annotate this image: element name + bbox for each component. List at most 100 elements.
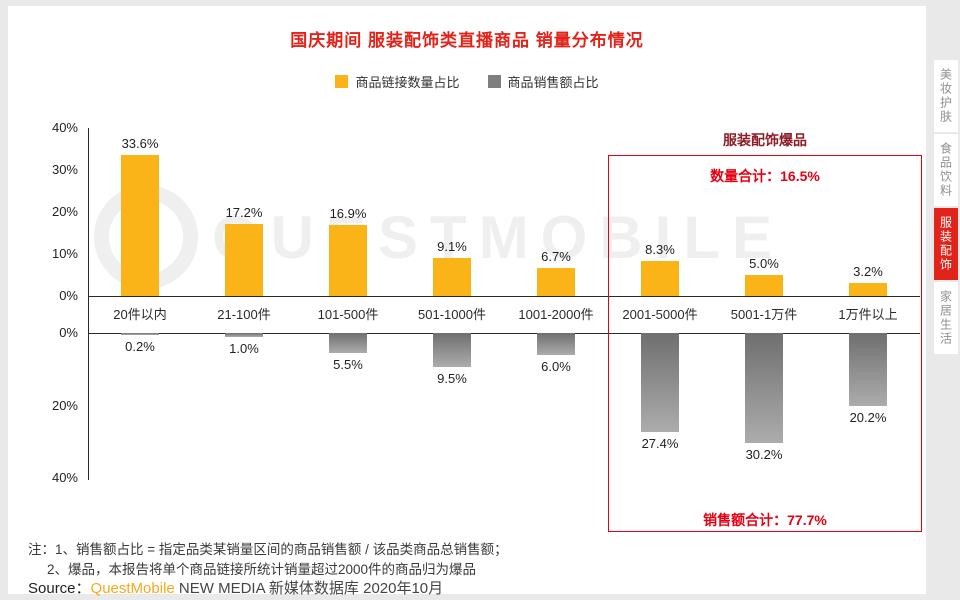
up-bar-area: 17.2% [192,126,296,296]
link-share-bar [121,154,159,296]
up-bar-area: 6.7% [504,126,608,296]
side-tab-active[interactable]: 服装配饰 [934,208,958,280]
link-share-bar [225,223,263,296]
upper-zero-baseline [88,296,920,297]
side-tab-item[interactable]: 美妆护肤 [934,60,958,132]
side-tab-item[interactable]: 家居生活 [934,282,958,354]
link-share-bar [849,282,887,296]
sales-share-bar [121,333,159,335]
sales-share-value: 1.0% [229,340,259,356]
y-tick-label: 40% [51,470,78,485]
y-tick-label: 20% [51,397,78,413]
bar-column: 5.0% 5001-1万件 30.2% [712,126,816,483]
sales-share-bar [225,333,263,337]
sales-share-value: 27.4% [641,436,679,452]
link-share-value: 5.0% [749,256,779,271]
down-bar-area: 20.2% [816,333,920,483]
y-tick-label: 0% [59,288,78,303]
link-share-value: 9.1% [437,238,467,254]
highlight-title: 服装配饰爆品 [723,132,807,148]
legend-swatch-gray-icon [487,75,501,88]
y-tick-label: 20% [51,204,78,219]
up-bar-area: 33.6% [88,126,192,296]
down-bar-area: 30.2% [712,333,816,483]
y-tick-label: 40% [51,120,78,135]
link-share-value: 17.2% [225,204,263,220]
category-label: 101-500件 [317,307,379,322]
chart-legend: 商品链接数量占比 商品销售额占比 [8,72,926,91]
up-bar-area: 5.0% [712,126,816,296]
legend-item-links: 商品链接数量占比 [335,72,460,91]
down-bar-area: 1.0% [192,333,296,483]
source-brand: QuestMobile [90,580,175,597]
category-side-tabs: 美妆护肤 食品饮料 服装配饰 家居生活 [934,60,958,354]
note-line-1: 注：1、销售额占比 = 指定品类某销量区间的商品销售额 / 该品类商品总销售额； [28,542,508,557]
sales-share-value: 0.2% [125,338,155,354]
up-bar-area: 9.1% [400,126,504,296]
link-share-bar [537,267,575,296]
bar-column: 16.9% 101-500件 5.5% [296,126,400,483]
link-share-bar [641,261,679,296]
link-share-bar [329,225,367,296]
link-share-value: 3.2% [853,263,883,279]
link-share-value: 6.7% [541,248,571,264]
down-bar-area: 9.5% [400,333,504,483]
sales-share-bar [745,333,783,443]
source-line: Source：QuestMobile NEW MEDIA 新媒体数据库 2020… [28,577,443,598]
link-share-value: 8.3% [645,242,675,258]
dual-bar-chart: QUESTMOBILE 40% 30% 20% 10% 0% 0% 20% 40% 33.6%… [52,120,928,532]
sales-share-value: 20.2% [849,410,887,426]
down-bar-area: 6.0% [504,333,608,483]
sales-share-value: 30.2% [745,446,783,462]
page-title: 国庆期间 服装配饰类直播商品 销量分布情况 [290,31,644,50]
down-bar-area: 27.4% [608,333,712,483]
category-label: 1001-2000件 [518,307,594,322]
legend-label-links: 商品链接数量占比 [355,75,460,90]
source-suffix: NEW MEDIA 新媒体数据库 2020年10月 [178,580,444,597]
category-label: 1万件以上 [838,307,898,322]
side-tab-item[interactable]: 食品饮料 [934,134,958,206]
note-line-2: 2、爆品，本报告将单个商品链接所统计销量超过2000件的商品归为爆品 [47,562,477,577]
sales-share-bar [537,333,575,355]
sales-share-bar [433,333,471,368]
up-bar-area: 3.2% [816,126,920,296]
sales-share-bar [329,333,367,353]
bar-column: 6.7% 1001-2000件 6.0% [504,126,608,483]
plot-area: 33.6% 20件以内 0.2% 17.2% 21-100件 1.0% 16.9% 101-5… [88,126,920,483]
link-share-bar [745,275,783,296]
sales-share-value: 9.5% [437,371,467,387]
category-label: 2001-5000件 [622,307,698,322]
y-tick-label: 30% [51,162,78,177]
bar-column: 9.1% 501-1000件 9.5% [400,126,504,483]
highlight-sales-total: 销售额合计：77.7% [703,512,827,528]
y-tick-label: 10% [51,246,78,261]
legend-swatch-orange-icon [335,75,349,88]
bar-column: 3.2% 1万件以上 20.2% [816,126,920,483]
bar-column: 33.6% 20件以内 0.2% [88,126,192,483]
up-bar-area: 8.3% [608,126,712,296]
category-label: 21-100件 [217,307,271,322]
down-bar-area: 5.5% [296,333,400,483]
source-prefix: Source： [28,580,91,597]
category-label: 501-1000件 [418,307,486,322]
sales-share-value: 6.0% [541,358,571,374]
sales-share-bar [641,333,679,433]
lower-zero-baseline [88,333,920,334]
sales-share-bar [849,333,887,407]
category-label: 20件以内 [113,307,167,322]
down-bar-area: 0.2% [88,333,192,483]
bar-column: 17.2% 21-100件 1.0% [192,126,296,483]
highlight-count-total: 数量合计：16.5% [710,168,820,184]
y-axis-line [88,128,89,480]
sales-share-value: 5.5% [333,356,363,372]
up-bar-area: 16.9% [296,126,400,296]
link-share-value: 33.6% [121,135,159,151]
legend-label-sales: 商品销售额占比 [507,75,599,90]
category-label: 5001-1万件 [730,307,798,322]
legend-item-sales: 商品销售额占比 [487,72,599,91]
main-card: 国庆期间 服装配饰类直播商品 销量分布情况 商品链接数量占比 商品销售额占比 Q… [8,6,928,597]
link-share-value: 16.9% [329,206,367,221]
link-share-bar [433,257,471,296]
bar-column: 8.3% 2001-5000件 27.4% [608,126,712,483]
y-tick-label: 0% [59,325,78,340]
